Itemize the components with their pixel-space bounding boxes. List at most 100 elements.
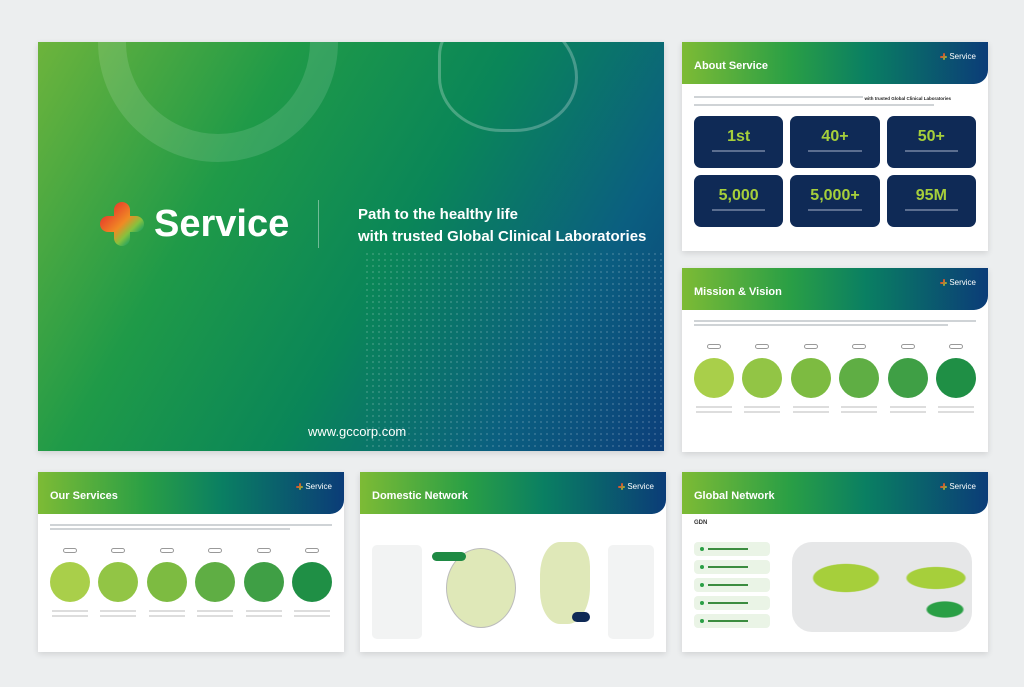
- gdn-badge: GDN: [694, 520, 708, 526]
- slide-title: Domestic Network: [372, 490, 468, 502]
- domestic-slide[interactable]: Domestic Network Service: [360, 472, 666, 652]
- stat-value: 95M: [915, 187, 947, 204]
- bullet-icon: [700, 547, 704, 551]
- cross-logo-icon: [296, 483, 304, 490]
- step-circle: [839, 358, 880, 398]
- world-map: [792, 542, 972, 632]
- decorative-shape: [438, 42, 578, 132]
- step-tag: [111, 548, 126, 553]
- process-step: [935, 340, 976, 416]
- body-text: [50, 524, 332, 530]
- brand-mark: Service: [940, 278, 976, 287]
- stat-value: 5,000+: [810, 187, 860, 204]
- step-circle: [195, 562, 236, 602]
- step-circle: [742, 358, 783, 398]
- slide-header: Our Services Service: [38, 472, 344, 514]
- intro-bold: with trusted Global Clinical Laboratorie…: [864, 96, 951, 101]
- brand-text: Service: [949, 482, 976, 491]
- korea-map: [540, 542, 590, 624]
- feature-item: [694, 542, 770, 556]
- process-step: [887, 340, 928, 416]
- slide-header: About Service Service: [682, 42, 988, 84]
- feature-item: [694, 560, 770, 574]
- step-tag: [803, 344, 818, 349]
- body-text: [694, 320, 976, 326]
- slide-header: Global Network Service: [682, 472, 988, 514]
- slide-header: Domestic Network Service: [360, 472, 666, 514]
- stat-value: 5,000: [718, 187, 759, 204]
- brand-text: Service: [949, 52, 976, 61]
- step-circle: [146, 562, 187, 602]
- region-list-left: [372, 545, 422, 639]
- feature-item: [694, 578, 770, 592]
- step-tag: [256, 548, 271, 553]
- cross-logo-icon: [940, 53, 948, 60]
- stat-value: 50+: [917, 128, 945, 145]
- cross-logo-icon: [940, 279, 948, 286]
- stat-value: 40+: [821, 128, 849, 145]
- mission-slide[interactable]: Mission & Vision Service: [682, 268, 988, 452]
- stat-card: 50+: [886, 116, 976, 168]
- cross-logo-icon: [618, 483, 626, 490]
- stat-value: 1st: [727, 128, 751, 145]
- process-step: [146, 544, 187, 620]
- cover-slide[interactable]: Service Path to the healthy life with tr…: [38, 42, 664, 451]
- step-tag: [159, 548, 174, 553]
- services-slide[interactable]: Our Services Service: [38, 472, 344, 652]
- about-slide[interactable]: About Service Service with trusted Globa…: [682, 42, 988, 251]
- website-url: www.gccorp.com: [308, 424, 407, 439]
- step-flow: [50, 544, 332, 620]
- brand-text: Service: [627, 482, 654, 491]
- slide-title: Our Services: [50, 490, 118, 502]
- stat-card: 5,000+: [790, 175, 880, 227]
- stat-card: 95M: [886, 175, 976, 227]
- process-step: [98, 544, 139, 620]
- step-circle: [243, 562, 284, 602]
- brand-text: Service: [949, 278, 976, 287]
- bullet-icon: [700, 583, 704, 587]
- process-step: [790, 340, 831, 416]
- step-tag: [948, 344, 963, 349]
- brand-mark: Service: [296, 482, 332, 491]
- brand-mark: Service: [940, 52, 976, 61]
- seoul-map-zoom: [446, 548, 516, 628]
- process-step: [742, 340, 783, 416]
- bullet-icon: [700, 565, 704, 569]
- step-tag: [755, 344, 770, 349]
- step-tag: [900, 344, 915, 349]
- step-circle: [935, 358, 976, 398]
- step-circle: [694, 358, 734, 398]
- slide-title: About Service: [694, 60, 768, 72]
- step-tag: [707, 344, 721, 349]
- cross-logo-icon: [940, 483, 948, 490]
- step-circle: [98, 562, 139, 602]
- global-slide[interactable]: Global Network Service GDN: [682, 472, 988, 652]
- brand-mark: Service: [940, 482, 976, 491]
- step-flow: [694, 340, 976, 416]
- step-tag: [208, 548, 223, 553]
- slide-title: Mission & Vision: [694, 286, 782, 298]
- stats-grid: 1st 40+ 50+ 5,000 5,000+ 95M: [694, 116, 976, 227]
- process-step: [694, 340, 734, 416]
- process-step: [195, 544, 236, 620]
- divider: [318, 200, 319, 248]
- step-tag: [852, 344, 867, 349]
- intro-paragraph: with trusted Global Clinical Laboratorie…: [694, 94, 976, 106]
- process-step: [839, 340, 880, 416]
- stat-card: 5,000: [694, 175, 784, 227]
- brand-name: Service: [154, 202, 290, 245]
- seoul-label: [432, 552, 466, 561]
- brand-mark: Service: [618, 482, 654, 491]
- feature-item: [694, 614, 770, 628]
- process-step: [50, 544, 90, 620]
- process-step: [243, 544, 284, 620]
- slide-header: Mission & Vision Service: [682, 268, 988, 310]
- tagline: Path to the healthy life with trusted Gl…: [358, 204, 646, 248]
- dot-pattern: [364, 251, 664, 451]
- process-step: [291, 544, 332, 620]
- feature-list: [694, 542, 770, 632]
- tagline-line-1: Path to the healthy life: [358, 206, 519, 223]
- step-circle: [291, 562, 332, 602]
- brand-logo: Service: [100, 202, 289, 246]
- step-circle: [50, 562, 90, 602]
